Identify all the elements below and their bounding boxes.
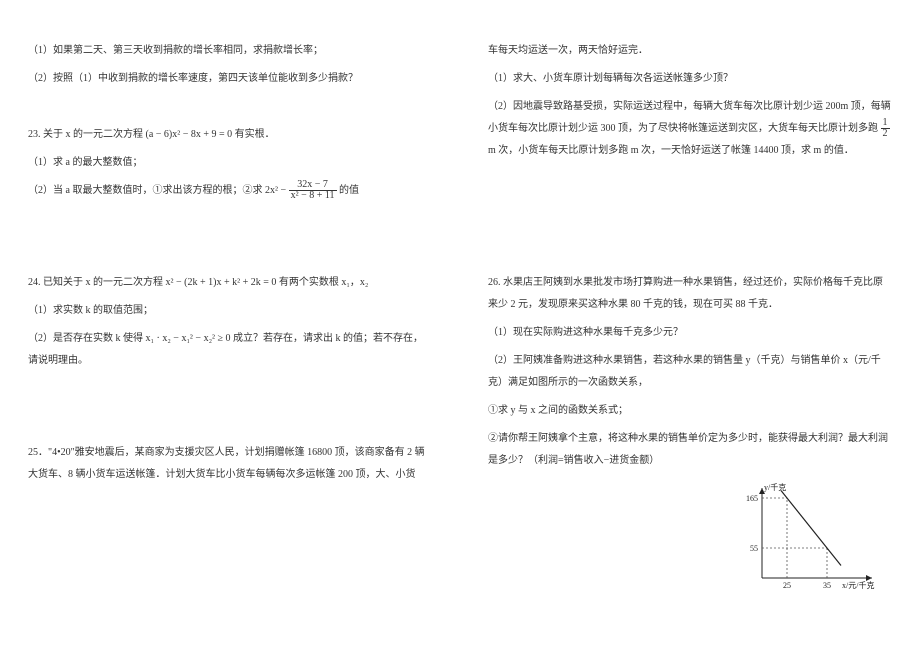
svg-text:35: 35 bbox=[823, 581, 831, 590]
problem-25-cont: 车每天均运送一次，两天恰好运完． （1）求大、小货车原计划每辆每次各运送帐篷多少… bbox=[488, 40, 892, 162]
r2b: m 次，小货车每天比原计划多跑 m 次，一天恰好运送了帐篷 14400 顶，求 … bbox=[488, 145, 854, 156]
p24-part2: （2）是否存在实数 k 使得 x₁ · x₂ − x₁² − x₂² ≥ 0 成… bbox=[28, 328, 432, 372]
svg-text:y/千克: y/千克 bbox=[764, 482, 786, 492]
svg-text:55: 55 bbox=[750, 544, 758, 553]
p26-intro: 26. 水果店王阿姨到水果批发市场打算购进一种水果销售，经过还价，实际价格每千克… bbox=[488, 272, 892, 316]
p26-part1: （1）现在实际购进这种水果每千克多少元？ bbox=[488, 322, 892, 344]
p25-text: 25．"4•20"雅安地震后，某商家为支援灾区人民，计划捐赠帐篷 16800 顶… bbox=[28, 442, 432, 486]
p23-part1: （1）求 a 的最大整数值； bbox=[28, 152, 432, 174]
p23-2b-pre: 2x² − bbox=[265, 185, 289, 196]
p24-text-b: 有两个实数根 x₁，x₂ bbox=[279, 277, 368, 288]
p25-r2: （2）因地震导致路基受损，实际运送过程中，每辆大货车每次比原计划少运 200m … bbox=[488, 96, 892, 162]
left-column: （1）如果第二天、第三天收到捐款的增长率相同，求捐款增长率； （2）按照（1）中… bbox=[0, 0, 460, 650]
p23-part2: （2）当 a 取最大整数值时，①求出该方程的根；②求 2x² − 32x − 7… bbox=[28, 180, 432, 202]
p24-equation: x² − (2k + 1)x + k² + 2k = 0 bbox=[166, 277, 277, 288]
p24-part1: （1）求实数 k 的取值范围； bbox=[28, 300, 432, 322]
p26-part2-1: ①求 y 与 x 之间的函数关系式； bbox=[488, 400, 892, 422]
p24-text-a: 24. 已知关于 x 的一元二次方程 bbox=[28, 277, 166, 288]
p24-title: 24. 已知关于 x 的一元二次方程 x² − (2k + 1)x + k² +… bbox=[28, 272, 432, 294]
q-part-2: （2）按照（1）中收到捐款的增长率速度，第四天该单位能收到多少捐款？ bbox=[28, 68, 432, 90]
svg-text:165: 165 bbox=[746, 494, 758, 503]
problem-23: 23. 关于 x 的一元二次方程 (a − 6)x² − 8x + 9 = 0 … bbox=[28, 124, 432, 202]
r2a: （2）因地震导致路基受损，实际运送过程中，每辆大货车每次比原计划少运 200m … bbox=[488, 101, 891, 134]
p23-text-b: 有实根． bbox=[235, 129, 275, 140]
line-chart: 165 55 25 35 y/千克 x/元/千克 bbox=[732, 478, 882, 598]
right-column: 车每天均运送一次，两天恰好运完． （1）求大、小货车原计划每辆每次各运送帐篷多少… bbox=[460, 0, 920, 650]
q-part-1: （1）如果第二天、第三天收到捐款的增长率相同，求捐款增长率； bbox=[28, 40, 432, 62]
p23-equation: (a − 6)x² − 8x + 9 = 0 bbox=[146, 129, 233, 140]
p25-r1: （1）求大、小货车原计划每辆每次各运送帐篷多少顶？ bbox=[488, 68, 892, 90]
p23-text-a: 23. 关于 x 的一元二次方程 bbox=[28, 129, 146, 140]
r2-fraction: 1 2 bbox=[881, 118, 890, 139]
problem-25: 25．"4•20"雅安地震后，某商家为支援灾区人民，计划捐赠帐篷 16800 顶… bbox=[28, 442, 432, 486]
problem-24: 24. 已知关于 x 的一元二次方程 x² − (2k + 1)x + k² +… bbox=[28, 272, 432, 372]
chart-svg: 165 55 25 35 y/千克 x/元/千克 bbox=[732, 478, 882, 598]
p23-fraction: 32x − 7 x² − 8 + 11 bbox=[289, 180, 337, 201]
svg-text:x/元/千克: x/元/千克 bbox=[842, 580, 874, 590]
svg-text:25: 25 bbox=[783, 581, 791, 590]
p26-part2-2: ②请你帮王阿姨拿个主意，将这种水果的销售单价定为多少时，能获得最大利润？最大利润… bbox=[488, 428, 892, 472]
p26-part2: （2）王阿姨准备购进这种水果销售，若这种水果的销售量 y（千克）与销售单价 x（… bbox=[488, 350, 892, 394]
frac-den: 2 bbox=[881, 129, 890, 139]
p23-2a: （2）当 a 取最大整数值时，①求出该方程的根；②求 bbox=[28, 185, 265, 196]
p25-cont1: 车每天均运送一次，两天恰好运完． bbox=[488, 40, 892, 62]
p23-2c: 的值 bbox=[339, 185, 359, 196]
problem-continued: （1）如果第二天、第三天收到捐款的增长率相同，求捐款增长率； （2）按照（1）中… bbox=[28, 40, 432, 90]
page: （1）如果第二天、第三天收到捐款的增长率相同，求捐款增长率； （2）按照（1）中… bbox=[0, 0, 920, 650]
frac-den: x² − 8 + 11 bbox=[289, 191, 337, 201]
problem-26: 26. 水果店王阿姨到水果批发市场打算购进一种水果销售，经过还价，实际价格每千克… bbox=[488, 272, 892, 598]
p23-title: 23. 关于 x 的一元二次方程 (a − 6)x² − 8x + 9 = 0 … bbox=[28, 124, 432, 146]
